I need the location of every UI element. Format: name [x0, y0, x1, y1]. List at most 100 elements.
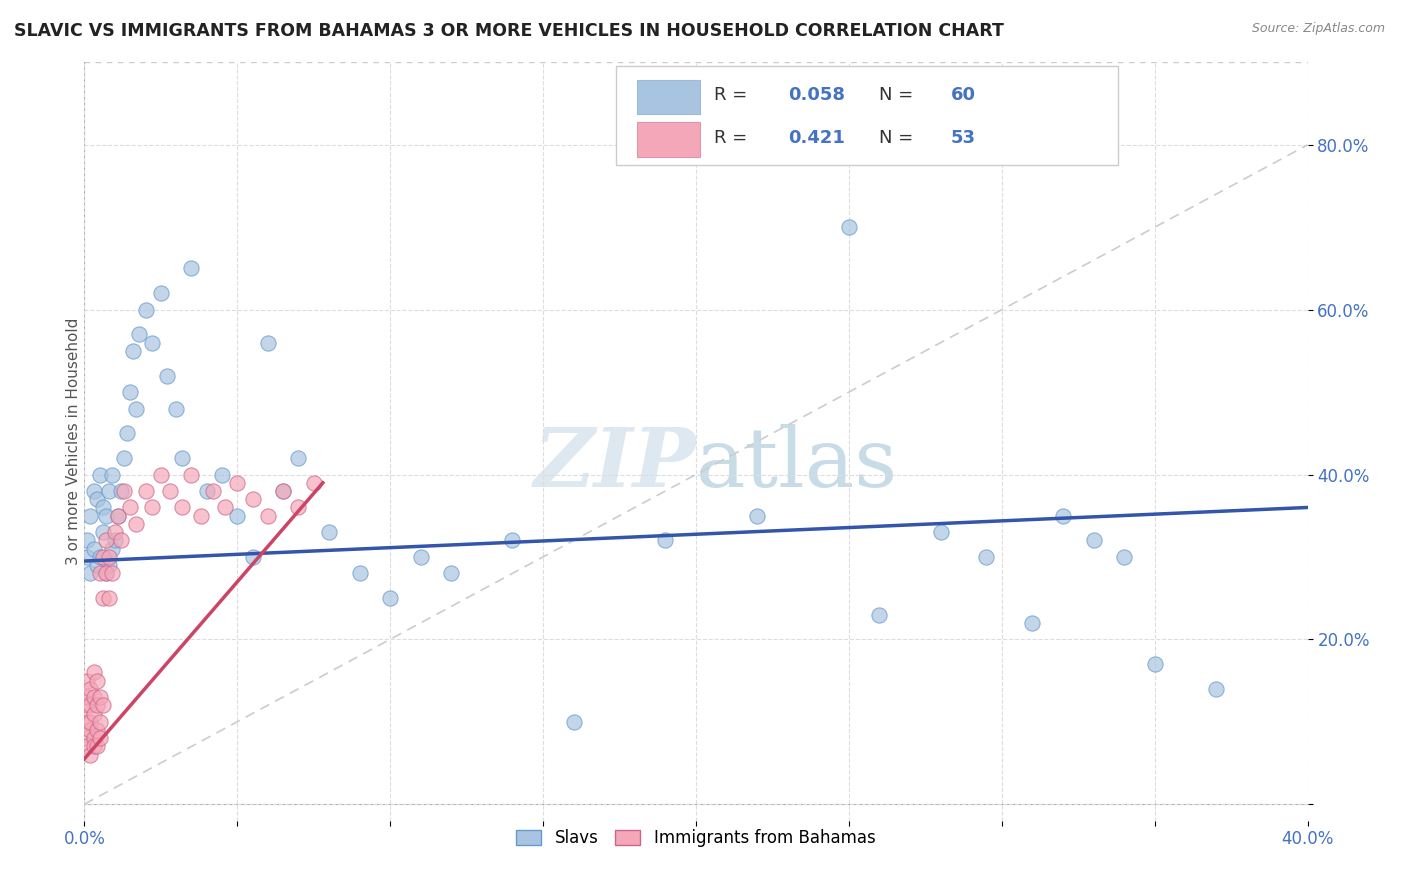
- Point: [242, 549, 264, 564]
- Point: [128, 327, 150, 342]
- Point: [94, 508, 117, 523]
- Point: [76, 714, 98, 729]
- Point: [156, 368, 179, 383]
- Point: [83, 541, 105, 556]
- Point: [101, 541, 124, 556]
- Point: [79, 747, 101, 762]
- Point: [159, 483, 181, 498]
- Point: [257, 508, 280, 523]
- Point: [172, 500, 194, 515]
- Point: [79, 681, 101, 696]
- Point: [97, 591, 120, 606]
- Text: ZIP: ZIP: [533, 425, 696, 504]
- Point: [409, 549, 432, 564]
- Point: [101, 566, 124, 581]
- Point: [89, 690, 111, 704]
- Point: [94, 533, 117, 548]
- Point: [83, 731, 105, 746]
- Point: [83, 706, 105, 721]
- Point: [172, 450, 194, 465]
- Point: [89, 549, 111, 564]
- Point: [125, 516, 148, 531]
- Point: [165, 401, 187, 416]
- Point: [76, 731, 98, 746]
- Point: [89, 467, 111, 482]
- Point: [115, 426, 138, 441]
- Text: N =: N =: [880, 129, 920, 147]
- Point: [104, 533, 127, 548]
- Point: [86, 492, 108, 507]
- Point: [149, 467, 172, 482]
- Point: [149, 286, 172, 301]
- Point: [1083, 533, 1105, 548]
- Point: [110, 483, 132, 498]
- Point: [747, 508, 769, 523]
- Point: [89, 714, 111, 729]
- Point: [271, 483, 294, 498]
- Point: [135, 483, 157, 498]
- Point: [302, 475, 325, 490]
- Point: [869, 607, 891, 622]
- Point: [190, 508, 212, 523]
- Point: [120, 500, 142, 515]
- Point: [318, 525, 340, 540]
- Point: [107, 508, 129, 523]
- Point: [83, 483, 105, 498]
- Point: [135, 302, 157, 317]
- Point: [226, 508, 249, 523]
- Point: [83, 690, 105, 704]
- Y-axis label: 3 or more Vehicles in Household: 3 or more Vehicles in Household: [66, 318, 80, 566]
- Text: 53: 53: [950, 129, 976, 147]
- Point: [112, 450, 135, 465]
- Point: [226, 475, 249, 490]
- Point: [502, 533, 524, 548]
- Point: [91, 525, 114, 540]
- Point: [94, 566, 117, 581]
- Point: [201, 483, 224, 498]
- Point: [349, 566, 371, 581]
- Point: [211, 467, 233, 482]
- Point: [83, 739, 105, 754]
- Legend: Slavs, Immigrants from Bahamas: Slavs, Immigrants from Bahamas: [510, 822, 882, 854]
- Point: [79, 698, 101, 713]
- Point: [654, 533, 676, 548]
- Point: [141, 500, 163, 515]
- Point: [141, 335, 163, 350]
- Point: [76, 549, 98, 564]
- Point: [120, 385, 142, 400]
- Text: 0.421: 0.421: [787, 129, 845, 147]
- Point: [79, 508, 101, 523]
- Point: [94, 566, 117, 581]
- Point: [1143, 657, 1166, 671]
- FancyBboxPatch shape: [616, 66, 1118, 165]
- Point: [107, 508, 129, 523]
- Point: [838, 220, 860, 235]
- Text: 60: 60: [950, 87, 976, 104]
- Point: [97, 483, 120, 498]
- Point: [214, 500, 236, 515]
- Point: [79, 714, 101, 729]
- Point: [86, 739, 108, 754]
- Point: [89, 566, 111, 581]
- Point: [287, 450, 309, 465]
- Point: [125, 401, 148, 416]
- Point: [86, 698, 108, 713]
- FancyBboxPatch shape: [637, 79, 700, 114]
- Point: [195, 483, 218, 498]
- Text: Source: ZipAtlas.com: Source: ZipAtlas.com: [1251, 22, 1385, 36]
- Point: [562, 714, 585, 729]
- Point: [1114, 549, 1136, 564]
- Point: [79, 566, 101, 581]
- Point: [242, 492, 264, 507]
- Point: [86, 723, 108, 737]
- Text: R =: R =: [714, 87, 754, 104]
- Point: [287, 500, 309, 515]
- Point: [89, 731, 111, 746]
- Point: [91, 500, 114, 515]
- Point: [76, 739, 98, 754]
- Point: [440, 566, 463, 581]
- Text: N =: N =: [880, 87, 920, 104]
- Text: SLAVIC VS IMMIGRANTS FROM BAHAMAS 3 OR MORE VEHICLES IN HOUSEHOLD CORRELATION CH: SLAVIC VS IMMIGRANTS FROM BAHAMAS 3 OR M…: [14, 22, 1004, 40]
- Point: [976, 549, 998, 564]
- Point: [91, 549, 114, 564]
